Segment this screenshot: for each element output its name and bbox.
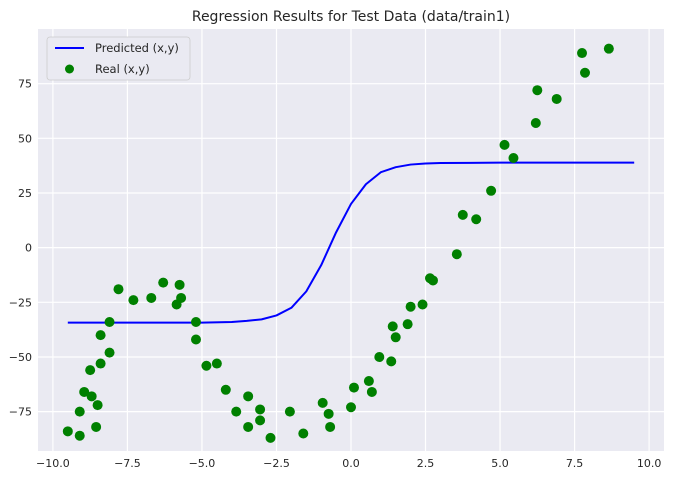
real-point [265, 432, 276, 443]
x-tick-label: 2.5 [417, 457, 435, 470]
y-tick-label: −50 [9, 351, 32, 364]
x-tick-label: 5.0 [491, 457, 509, 470]
y-tick-label: 0 [25, 242, 32, 255]
real-point [74, 430, 85, 441]
x-tick-label: 0.0 [342, 457, 360, 470]
real-point [508, 153, 519, 164]
legend: Predicted (x,y) Real (x,y) [46, 36, 191, 81]
real-point [486, 185, 497, 196]
real-point [85, 365, 96, 376]
real-point [104, 347, 115, 358]
real-point [201, 360, 212, 371]
real-point [471, 214, 482, 225]
real-point [92, 400, 103, 411]
real-point [405, 301, 416, 312]
real-point [325, 421, 336, 432]
legend-marker-swatch [65, 64, 74, 74]
real-point [174, 279, 185, 290]
tick-labels: −10.0 −7.5 −5.0 −2.5 0.0 2.5 5.0 7.5 10.0 −75 −50 −… [9, 78, 662, 470]
y-tick-label: 25 [18, 187, 32, 200]
real-point [402, 319, 413, 330]
real-point [427, 275, 438, 286]
real-point [451, 249, 462, 260]
x-tick-label: 10.0 [637, 457, 662, 470]
y-tick-label: 50 [18, 132, 32, 145]
real-point [386, 356, 397, 367]
real-point [255, 404, 266, 415]
real-point [243, 421, 254, 432]
y-tick-label: −75 [9, 406, 32, 419]
y-tick-label: −25 [9, 296, 32, 309]
real-point [284, 406, 295, 417]
real-point [95, 330, 106, 341]
real-point [74, 406, 85, 417]
real-point [346, 402, 356, 413]
real-point [603, 43, 614, 54]
x-tick-label: −10.0 [36, 457, 70, 470]
real-point [211, 358, 222, 369]
legend-label-real: Real (x,y) [95, 62, 150, 76]
series-layer [62, 43, 635, 443]
real-point [390, 332, 401, 343]
real-point [220, 384, 231, 395]
real-point [95, 358, 106, 369]
real-point [176, 292, 187, 303]
real-point [231, 406, 242, 417]
real-point [79, 386, 90, 397]
real-point [190, 316, 201, 327]
real-point [374, 351, 385, 362]
real-point [190, 334, 201, 345]
real-point [243, 391, 254, 402]
x-tick-label: −2.5 [263, 457, 290, 470]
real-point [366, 386, 377, 397]
real-point [348, 382, 359, 393]
chart-title: Regression Results for Test Data (data/t… [192, 9, 510, 25]
x-tick-label: 7.5 [566, 457, 584, 470]
x-tick-label: −7.5 [114, 457, 141, 470]
real-point [551, 93, 562, 104]
real-point [128, 295, 139, 306]
real-point [62, 426, 73, 437]
real-point [323, 408, 334, 419]
real-point [499, 139, 510, 150]
real-point [387, 321, 398, 332]
real-point [104, 316, 115, 327]
real-point [113, 284, 124, 295]
real-point [417, 299, 428, 310]
real-point [532, 85, 543, 96]
y-tick-label: 75 [18, 78, 32, 91]
real-point [146, 292, 157, 303]
real-point [86, 391, 97, 402]
x-tick-label: −5.0 [189, 457, 216, 470]
real-point [530, 118, 541, 129]
real-point [255, 415, 266, 426]
real-point [580, 67, 590, 78]
real-point [457, 209, 468, 220]
real-point [158, 277, 169, 288]
real-point [298, 428, 309, 439]
real-point [91, 421, 102, 432]
real-point [577, 48, 588, 59]
legend-label-predicted: Predicted (x,y) [95, 41, 179, 55]
real-point [363, 376, 374, 387]
real-point [317, 397, 328, 408]
